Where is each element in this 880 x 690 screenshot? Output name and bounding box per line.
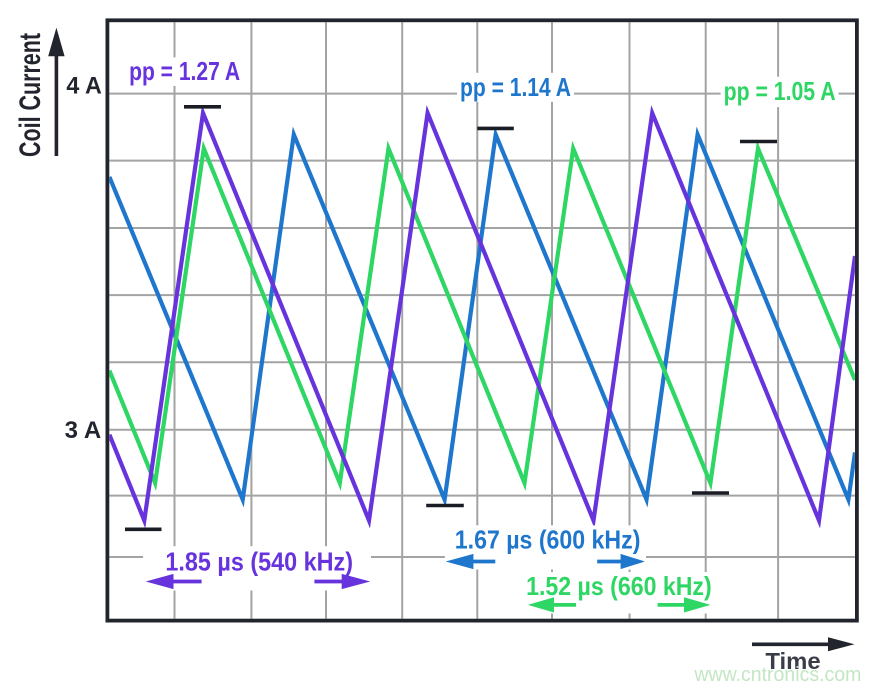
svg-text:Time: Time: [765, 648, 820, 674]
svg-text:pp = 1.14 A: pp = 1.14 A: [460, 72, 571, 102]
svg-text:pp = 1.05 A: pp = 1.05 A: [724, 76, 836, 106]
svg-text:4 A: 4 A: [66, 73, 101, 100]
svg-text:Coil Current: Coil Current: [14, 33, 47, 157]
svg-text:1.85 µs (540 kHz): 1.85 µs (540 kHz): [165, 546, 353, 576]
svg-text:1.67 µs (600 kHz): 1.67 µs (600 kHz): [455, 525, 641, 555]
svg-text:3 A: 3 A: [65, 417, 102, 444]
svg-text:pp = 1.27 A: pp = 1.27 A: [129, 56, 240, 86]
svg-text:1.52 µs (660 kHz): 1.52 µs (660 kHz): [526, 571, 712, 601]
svg-text:www.cntronics.com: www.cntronics.com: [693, 664, 861, 686]
